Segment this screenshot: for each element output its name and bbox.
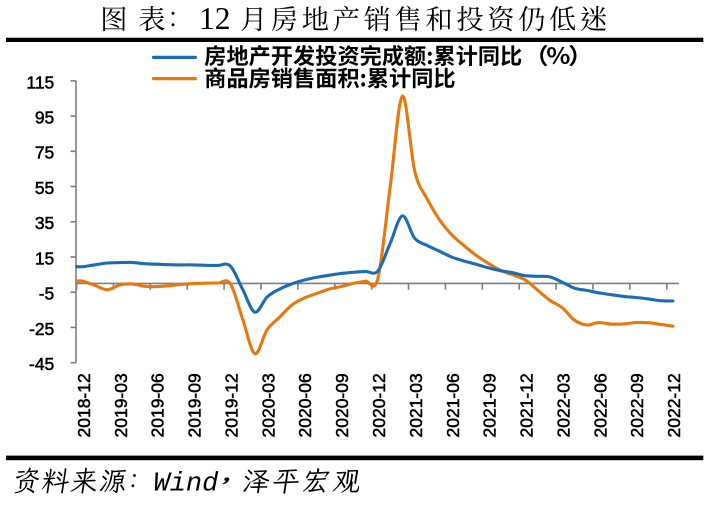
svg-text:75: 75 [35,143,54,163]
svg-text:2020-09: 2020-09 [332,373,352,437]
svg-text:2020-06: 2020-06 [295,373,315,437]
svg-text:2019-09: 2019-09 [185,373,205,437]
svg-text:2021-03: 2021-03 [406,373,426,437]
svg-text:115: 115 [26,72,54,92]
svg-text:55: 55 [35,178,54,198]
svg-text:2019-12: 2019-12 [222,373,242,437]
svg-text:2020-12: 2020-12 [369,373,389,437]
svg-text:2022-09: 2022-09 [627,373,647,437]
svg-text:2019-06: 2019-06 [148,373,168,437]
svg-text:12: 12 [199,1,231,36]
svg-text:2022-06: 2022-06 [590,373,610,437]
svg-text:2019-03: 2019-03 [111,373,131,437]
svg-text:2021-06: 2021-06 [443,373,463,437]
svg-text:Wind: Wind [154,470,220,500]
svg-text:2021-12: 2021-12 [517,373,537,437]
svg-text:2022-03: 2022-03 [553,373,573,437]
svg-text:2020-03: 2020-03 [258,373,278,437]
svg-text:35: 35 [35,213,54,233]
svg-text:-25: -25 [29,319,54,339]
svg-text:-45: -45 [29,354,54,374]
svg-text:2018-12: 2018-12 [74,373,94,437]
svg-text:95: 95 [35,108,54,128]
svg-text:2021-09: 2021-09 [480,373,500,437]
svg-text:2022-12: 2022-12 [664,373,684,437]
svg-text:-5: -5 [39,284,55,304]
svg-text:15: 15 [35,248,54,268]
